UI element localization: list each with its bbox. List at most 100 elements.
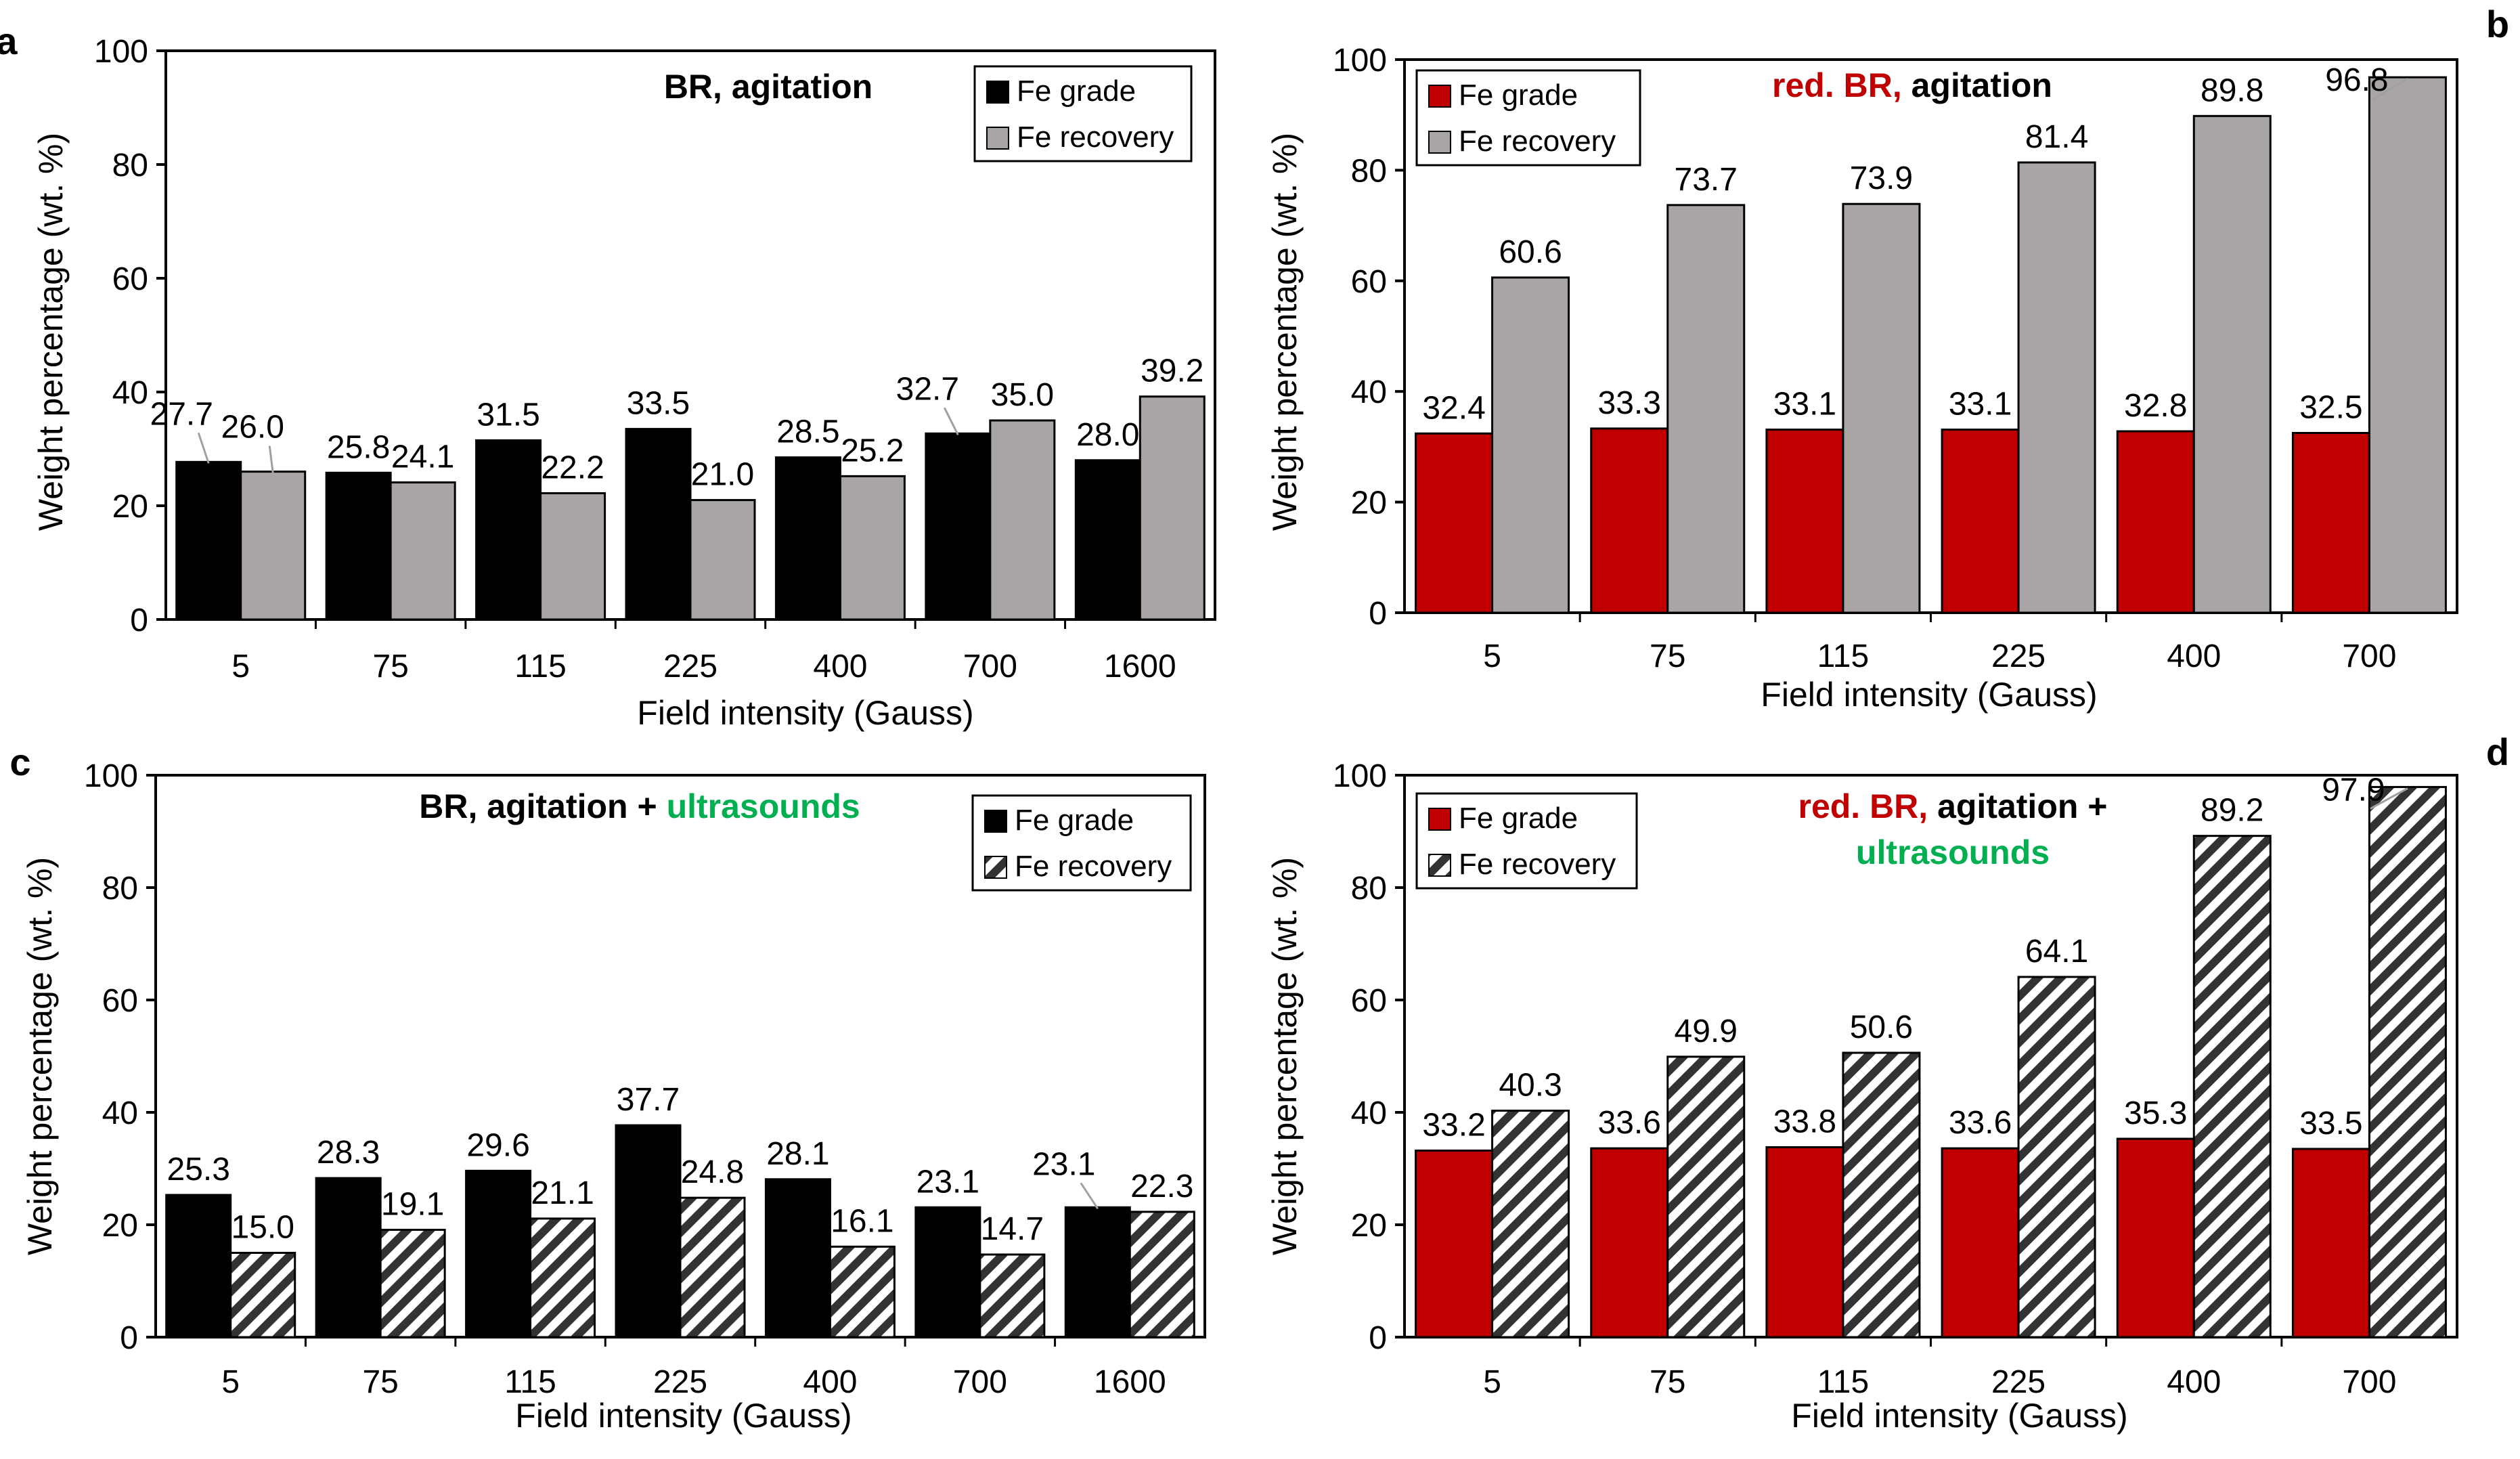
legend: Fe grade Fe recovery — [1415, 69, 1641, 167]
data-label-fe-recovery-1600: 22.3 — [1130, 1169, 1193, 1204]
data-label-fe-recovery-700: 96.8 — [2325, 62, 2388, 98]
data-label-fe-grade-5: 32.4 — [1422, 390, 1485, 426]
data-label-fe-grade-700: 32.5 — [2299, 389, 2362, 425]
data-label-fe-grade-700: 23.1 — [916, 1164, 979, 1200]
y-axis-label: Weight percentage (wt. %) — [1266, 857, 1304, 1255]
data-label-fe-grade-75: 33.6 — [1598, 1105, 1661, 1141]
data-label-fe-recovery-115: 21.1 — [531, 1175, 594, 1211]
legend: Fe grade Fe recovery — [971, 794, 1192, 892]
bar-fe-recovery-75 — [1666, 1055, 1746, 1338]
y-tick-label-80: 80 — [1351, 871, 1387, 907]
bar-fe-grade-1600 — [1064, 1206, 1131, 1338]
data-label-fe-recovery-75: 49.9 — [1675, 1014, 1738, 1049]
chart-panel-d: 0 20 40 60 80 100 5 33.2 40.3 75 33.6 49.9 115 33.8 50… — [1266, 731, 2509, 1435]
x-tick-label-1600: 1600 — [1104, 649, 1176, 684]
data-label-fe-grade-700: 33.5 — [2299, 1106, 2362, 1141]
legend-box — [973, 65, 1193, 162]
data-label-fe-grade-5: 33.2 — [1422, 1107, 1485, 1143]
bar-fe-recovery-400 — [2192, 114, 2272, 614]
y-tick-label-20: 20 — [112, 489, 148, 525]
data-label-fe-grade-115: 33.8 — [1773, 1104, 1836, 1139]
x-tick-label-5: 5 — [1483, 638, 1501, 674]
legend-swatch-1 — [986, 127, 1009, 150]
x-tick-label-400: 400 — [2167, 1364, 2221, 1400]
bar-fe-grade-225 — [1941, 429, 2020, 614]
data-label-leader-0-5 — [944, 407, 959, 435]
data-label-fe-recovery-700: 14.7 — [981, 1211, 1044, 1247]
x-tick-label-115: 115 — [1817, 1364, 1870, 1400]
data-label-fe-recovery-400: 16.1 — [831, 1203, 893, 1239]
data-label-fe-recovery-75: 19.1 — [381, 1186, 444, 1222]
data-label-fe-grade-5: 25.3 — [167, 1152, 230, 1188]
y-tick-label-40: 40 — [112, 375, 148, 411]
panel-letter: c — [9, 741, 30, 783]
x-tick-label-225: 225 — [1991, 1364, 2046, 1400]
bar-fe-recovery-700 — [979, 1253, 1046, 1338]
y-tick-label-0: 0 — [120, 1320, 138, 1356]
bar-fe-recovery-700 — [989, 419, 1056, 621]
data-label-fe-grade-400: 28.5 — [776, 414, 839, 450]
data-label-fe-grade-115: 29.6 — [466, 1127, 529, 1163]
x-tick-label-400: 400 — [2167, 638, 2221, 674]
data-label-fe-grade-115: 33.1 — [1773, 387, 1836, 422]
chart-title-line2-part-0: ultrasounds — [1856, 833, 2050, 871]
y-tick-label-0: 0 — [130, 603, 148, 638]
data-label-fe-grade-1600: 28.0 — [1076, 417, 1139, 453]
y-tick-label-60: 60 — [102, 983, 138, 1019]
legend-box — [971, 794, 1192, 892]
data-label-fe-recovery-5: 40.3 — [1499, 1068, 1562, 1104]
x-axis-label: Field intensity (Gauss) — [1791, 1397, 2127, 1435]
chart-title-part-1: agitation — [1902, 66, 2052, 104]
data-label-fe-grade-75: 33.3 — [1598, 385, 1661, 421]
chart-title: BR, agitation — [664, 68, 872, 106]
legend-swatch-1 — [1428, 854, 1451, 877]
bar-fe-grade-700 — [914, 1206, 981, 1338]
x-tick-label-5: 5 — [221, 1364, 240, 1400]
data-label-fe-grade-225: 33.6 — [1949, 1105, 2012, 1141]
bar-fe-grade-75 — [1590, 1147, 1669, 1338]
data-label-fe-recovery-700: 35.0 — [991, 377, 1054, 413]
bar-fe-recovery-115 — [1842, 202, 1921, 614]
y-tick-label-100: 100 — [1333, 43, 1387, 79]
legend-swatch-1 — [1428, 131, 1451, 154]
legend-swatch-1 — [984, 856, 1007, 879]
bar-fe-recovery-5 — [1491, 1110, 1570, 1338]
data-label-fe-recovery-400: 89.2 — [2201, 793, 2263, 829]
y-tick-label-40: 40 — [102, 1095, 138, 1131]
bar-fe-grade-400 — [2116, 1137, 2195, 1338]
chart-title-part-1: ultrasounds — [667, 787, 860, 825]
y-tick-label-100: 100 — [1333, 758, 1387, 794]
bar-fe-grade-400 — [2116, 430, 2195, 614]
legend: Fe grade Fe recovery — [973, 65, 1193, 162]
bar-fe-recovery-225 — [679, 1196, 746, 1338]
data-label-fe-recovery-75: 24.1 — [391, 439, 454, 475]
bar-fe-recovery-75 — [379, 1228, 446, 1338]
bar-fe-grade-225 — [615, 1124, 682, 1338]
bar-fe-recovery-115 — [529, 1217, 596, 1338]
bar-fe-recovery-400 — [839, 475, 906, 621]
bar-fe-recovery-75 — [1666, 204, 1746, 614]
legend: Fe grade Fe recovery — [1415, 792, 1638, 890]
y-tick-label-80: 80 — [102, 871, 138, 907]
data-label-fe-grade-225: 33.1 — [1949, 387, 2012, 422]
x-tick-label-75: 75 — [1650, 638, 1685, 674]
data-label-leader-1-0 — [268, 445, 274, 473]
data-label-fe-recovery-225: 81.4 — [2025, 119, 2088, 155]
chart-panel-c: 0 20 40 60 80 100 5 25.315.0 75 28.319.1 115 29.621… — [9, 741, 1206, 1435]
y-tick-label-80: 80 — [1351, 153, 1387, 189]
data-label-fe-recovery-115: 22.2 — [541, 450, 604, 486]
data-label-fe-grade-75: 28.3 — [317, 1135, 380, 1171]
data-label-fe-grade-115: 31.5 — [477, 397, 539, 433]
y-tick-label-80: 80 — [112, 148, 148, 183]
bar-fe-grade-700 — [2291, 431, 2370, 614]
bar-fe-grade-115 — [475, 439, 542, 621]
x-tick-label-225: 225 — [653, 1364, 707, 1400]
panel-letter: b — [2486, 3, 2509, 45]
bar-fe-grade-1600 — [1074, 459, 1141, 621]
legend-label-1: Fe recovery — [1017, 121, 1174, 154]
data-label-fe-recovery-5: 15.0 — [231, 1210, 294, 1246]
data-label-leader-1-5 — [2370, 787, 2408, 810]
bar-fe-grade-5 — [1415, 432, 1494, 614]
bar-fe-grade-75 — [315, 1177, 382, 1338]
